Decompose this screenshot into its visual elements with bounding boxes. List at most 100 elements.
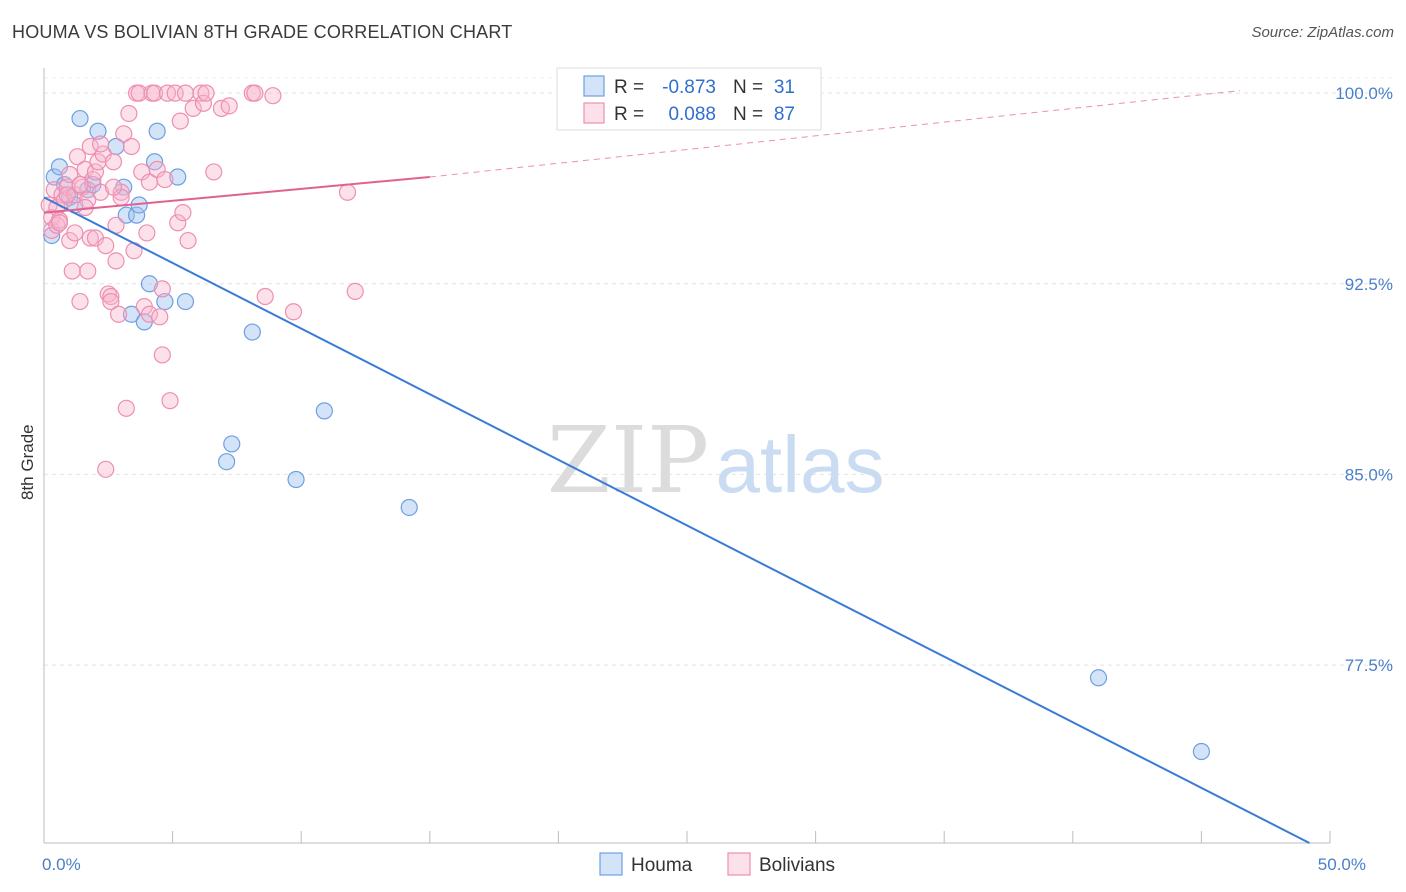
- bolivians-point: [246, 84, 264, 102]
- x-tick-label: 0.0%: [42, 855, 81, 874]
- bolivians-point: [50, 214, 69, 232]
- bolivians-point: [194, 94, 213, 112]
- r-label: R =: [614, 104, 644, 125]
- houma-point: [1192, 742, 1211, 761]
- houma-point: [127, 206, 146, 224]
- bolivians-point: [220, 97, 238, 115]
- legend-bolivians-swatch: [727, 852, 751, 876]
- bolivians-point: [81, 137, 99, 156]
- bolivians-point: [138, 224, 156, 242]
- houma-point: [315, 402, 333, 420]
- bolivians-point: [174, 204, 192, 222]
- legend-houma-label: Houma: [631, 855, 693, 876]
- bolivians-point: [205, 163, 223, 181]
- bolivians-point: [109, 305, 128, 323]
- houma-trend-line: [43, 196, 1310, 844]
- trend-lines: [43, 90, 1310, 844]
- houma-point: [1089, 669, 1108, 687]
- bolivians-point: [171, 112, 189, 130]
- source-label: Source: ZipAtlas.com: [1251, 24, 1394, 41]
- bolivians-point: [256, 287, 274, 306]
- bolivians-point: [91, 135, 110, 153]
- bolivians-point: [102, 287, 120, 306]
- legend-bolivians-label: Bolivians: [759, 855, 835, 876]
- houma-point: [218, 453, 236, 471]
- bolivians-point: [179, 231, 197, 250]
- bolivians-point: [115, 125, 133, 143]
- bolivians-point: [79, 262, 97, 280]
- bolivians-point: [284, 303, 303, 321]
- houma-point: [400, 498, 418, 517]
- stats-legend-box: [556, 67, 822, 131]
- bolivians-point: [264, 87, 282, 105]
- axes: [43, 68, 1331, 844]
- stats-legend: R = -0.873 N = 31 R = 0.088 N = 87: [556, 67, 822, 131]
- houma-point: [89, 122, 107, 140]
- houma-point: [223, 435, 241, 453]
- bolivians-point: [104, 153, 123, 171]
- n-label: N =: [733, 77, 763, 98]
- bolivians-point: [156, 170, 174, 189]
- watermark-zip: ZIP: [547, 407, 709, 514]
- bolivians-point: [86, 163, 105, 181]
- houma-point: [43, 226, 61, 245]
- bolivians-point: [120, 104, 138, 123]
- bolivians-point: [63, 262, 81, 280]
- bolivians-point: [102, 292, 120, 311]
- bolivians-point: [117, 399, 135, 417]
- bolivians-point: [71, 176, 89, 194]
- n-value: 31: [774, 77, 795, 98]
- legend-houma-swatch: [599, 852, 623, 876]
- houma-point: [71, 109, 89, 128]
- houma-swatch: [583, 75, 605, 97]
- bolivians-point: [197, 84, 215, 102]
- r-label: R =: [614, 77, 644, 98]
- bolivians-point: [153, 346, 171, 364]
- bolivians-point: [140, 305, 159, 323]
- bolivians-point: [68, 148, 87, 166]
- bolivians-point: [91, 183, 110, 201]
- houma-point: [156, 292, 174, 311]
- bolivians-point: [346, 282, 364, 300]
- bolivians-point: [66, 224, 84, 242]
- chart-title: HOUMA VS BOLIVIAN 8TH GRADE CORRELATION …: [12, 22, 513, 42]
- data-points: [40, 84, 1211, 761]
- n-label: N =: [733, 104, 763, 125]
- bolivians-point: [97, 237, 115, 255]
- y-axis-label: 8th Grade: [18, 424, 37, 500]
- y-tick-label: 92.5%: [1345, 275, 1393, 294]
- houma-point: [243, 323, 261, 341]
- bolivians-point: [161, 392, 179, 410]
- bolivians-trend-line: [43, 176, 430, 214]
- bolivians-swatch: [583, 102, 605, 124]
- houma-point: [140, 275, 159, 293]
- series-legend: Houma Bolivians: [599, 852, 835, 876]
- bolivians-point: [192, 84, 210, 102]
- r-value: -0.873: [662, 77, 716, 98]
- bolivians-point: [169, 214, 187, 232]
- bolivians-point: [81, 229, 99, 247]
- bolivians-point: [107, 252, 125, 270]
- bolivians-point: [58, 186, 76, 204]
- r-value: 0.088: [668, 104, 716, 125]
- houma-point: [287, 470, 305, 489]
- y-tick-label: 77.5%: [1345, 656, 1393, 675]
- houma-point: [176, 292, 195, 311]
- grid: [44, 77, 1395, 666]
- bolivians-point: [71, 292, 89, 311]
- x-tick-label: 50.0%: [1318, 855, 1366, 874]
- houma-point: [148, 122, 166, 140]
- bolivians-point: [151, 308, 169, 326]
- bolivians-point: [97, 460, 115, 478]
- bolivians-point: [145, 84, 164, 102]
- houma-point: [169, 168, 187, 186]
- n-value: 87: [774, 104, 795, 125]
- houma-point: [122, 305, 141, 323]
- bolivians-point: [153, 280, 171, 298]
- y-tick-label: 85.0%: [1345, 465, 1393, 484]
- bolivians-point: [338, 183, 357, 201]
- tick-labels: 100.0% 92.5% 85.0% 77.5% 0.0% 50.0%: [42, 84, 1393, 874]
- watermark: ZIP atlas: [547, 407, 885, 514]
- bolivians-point: [184, 99, 202, 117]
